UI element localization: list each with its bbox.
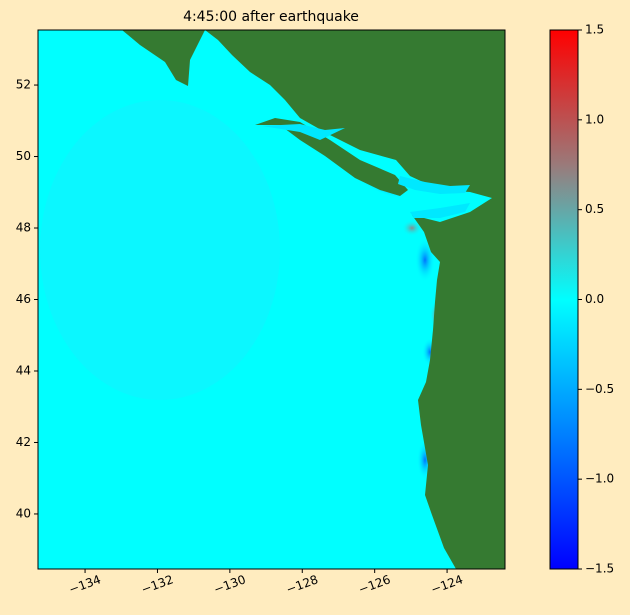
colorbar-tick-label: −1.0	[585, 472, 614, 486]
colorbar	[549, 29, 579, 570]
strait	[410, 203, 470, 218]
x-tick-label: −126	[357, 572, 393, 596]
x-tick-label: −134	[67, 572, 103, 596]
land	[122, 30, 505, 569]
map	[38, 30, 505, 569]
strait	[262, 124, 345, 140]
y-tick-label: 42	[16, 435, 31, 449]
colorbar-tick-label: 0.0	[585, 292, 604, 306]
strait	[398, 176, 470, 194]
colorbar-tick-label: −1.5	[585, 562, 614, 576]
x-tick-label: −124	[429, 572, 465, 596]
colorbar-tick-label: −0.5	[585, 382, 614, 396]
map-title: 4:45:00 after earthquake	[183, 9, 359, 25]
y-tick-label: 46	[16, 292, 31, 306]
colorbar-tick-label: 0.5	[585, 202, 604, 216]
y-tick-label: 48	[16, 221, 31, 235]
wave-crest	[402, 220, 422, 236]
y-tick-label: 50	[16, 149, 31, 163]
x-tick-label: −132	[139, 572, 175, 596]
y-tick-label: 52	[16, 78, 31, 92]
y-tick-label: 44	[16, 363, 31, 377]
colorbar-tick-label: 1.5	[585, 23, 604, 37]
colorbar-tick-label: 1.0	[585, 112, 604, 126]
x-tick-label: −130	[212, 572, 248, 596]
y-tick-label: 40	[16, 506, 31, 520]
wave-field	[40, 100, 280, 400]
x-tick-label: −128	[284, 572, 320, 596]
